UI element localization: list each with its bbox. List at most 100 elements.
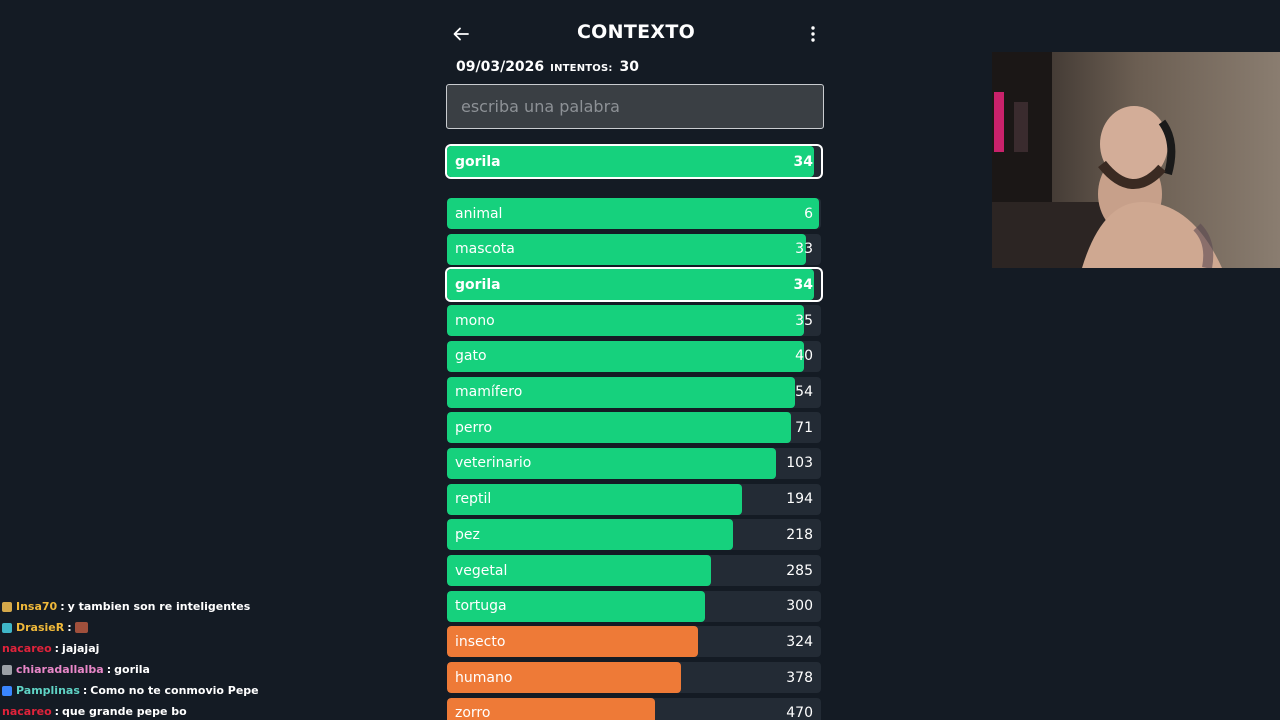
stream-chat: Insa70: y tambien son re inteligentes Dras… (2, 596, 302, 720)
guess-row[interactable]: gato 40 (447, 340, 821, 372)
chat-message: nacareo: que grande pepe bo (2, 701, 302, 720)
chat-message: nacareo: jajajaj (2, 638, 302, 659)
last-guess-word: gorila (455, 153, 501, 170)
word-input[interactable] (446, 84, 824, 129)
guess-row[interactable]: tortuga 300 (447, 590, 821, 622)
last-guess-rank: 34 (793, 153, 813, 170)
guess-row[interactable]: zorro 470 (447, 697, 821, 720)
guess-rank: 34 (793, 276, 813, 293)
top-bar: CONTEXTO (446, 0, 826, 68)
guess-word: pez (455, 526, 480, 543)
game-info: 09/03/2026 INTENTOS: 30 (456, 59, 639, 75)
guess-rank: 324 (786, 633, 813, 650)
guess-word: insecto (455, 633, 506, 650)
chat-separator: : (54, 642, 60, 655)
chat-separator: : (54, 705, 60, 718)
chat-message: Pamplinas: Como no te conmovio Pepe (2, 680, 302, 701)
guess-word: animal (455, 205, 503, 222)
guess-word: mascota (455, 241, 515, 258)
guess-bar (447, 233, 806, 265)
chat-text: que grande pepe bo (62, 705, 187, 718)
webcam-image (992, 52, 1280, 268)
guess-bar (447, 555, 711, 586)
page-title: CONTEXTO (576, 21, 696, 43)
back-button[interactable] (450, 22, 472, 46)
guess-rank: 285 (786, 562, 813, 579)
guess-rank: 33 (795, 241, 813, 258)
guess-word: gorila (455, 276, 501, 293)
guess-row[interactable]: insecto 324 (447, 626, 821, 658)
chat-separator: : (106, 663, 112, 676)
guess-bar (447, 269, 814, 301)
guess-bar (447, 519, 733, 551)
emote-icon (74, 622, 88, 633)
guess-bar (447, 198, 819, 229)
guess-row[interactable]: gorila 34 (447, 269, 821, 301)
chat-username[interactable]: Insa70 (16, 600, 58, 613)
guess-rank: 71 (795, 419, 813, 436)
chat-badge-icon (2, 601, 12, 612)
last-guess-bar (447, 146, 814, 177)
guess-bar (447, 412, 791, 444)
guess-rank: 218 (786, 526, 813, 543)
guess-rank: 194 (786, 491, 813, 508)
chat-badge-icon (2, 622, 12, 633)
chat-username[interactable]: nacareo (2, 705, 52, 718)
guess-rank: 35 (795, 312, 813, 329)
guess-word: reptil (455, 491, 492, 508)
guess-row[interactable]: mascota 33 (447, 233, 821, 265)
guess-word: perro (455, 419, 493, 436)
guess-bar (447, 590, 705, 622)
guess-row[interactable]: veterinario 103 (447, 447, 821, 479)
word-input-container (446, 84, 824, 129)
attempts-count: 30 (619, 59, 639, 75)
guess-row[interactable]: mono 35 (447, 305, 821, 337)
chat-username[interactable]: chiaradallalba (16, 663, 104, 676)
guess-row[interactable]: reptil 194 (447, 483, 821, 515)
guess-rank: 6 (804, 205, 813, 222)
chat-username[interactable]: nacareo (2, 642, 52, 655)
guess-bar (447, 447, 776, 479)
guess-word: humano (455, 669, 513, 686)
guess-row[interactable]: vegetal 285 (447, 555, 821, 586)
chat-badge-icon (2, 664, 12, 675)
guess-bar (447, 376, 795, 408)
guess-row[interactable]: perro 71 (447, 412, 821, 444)
guess-rank: 378 (786, 669, 813, 686)
guess-rank: 470 (786, 705, 813, 720)
guess-rank: 40 (795, 348, 813, 365)
chat-text: jajajaj (62, 642, 100, 655)
guess-row[interactable]: pez 218 (447, 519, 821, 551)
menu-button[interactable] (806, 23, 820, 45)
guess-row[interactable]: mamífero 54 (447, 376, 821, 408)
guess-rank: 54 (795, 384, 813, 400)
chat-username[interactable]: Pamplinas (16, 684, 80, 697)
contexto-app: CONTEXTO 09/03/2026 INTENTOS: 30 gorila 3… (446, 0, 826, 720)
chat-separator: : (82, 684, 88, 697)
game-date: 09/03/2026 (456, 59, 545, 75)
guess-word: mono (455, 312, 495, 329)
chat-username[interactable]: DrasieR (16, 621, 65, 634)
guess-bar (447, 626, 698, 658)
guess-rank: 300 (786, 598, 813, 615)
chat-text: Como no te conmovio Pepe (90, 684, 259, 697)
guess-bar (447, 340, 804, 372)
guess-bar (447, 662, 681, 694)
guess-word: gato (455, 348, 487, 365)
attempts-label: INTENTOS: (550, 63, 613, 74)
guess-rank: 103 (786, 455, 813, 472)
guess-word: vegetal (455, 562, 508, 579)
kebab-menu-icon (811, 26, 815, 42)
last-guess-row[interactable]: gorila 34 (447, 146, 821, 177)
chat-separator: : (67, 621, 72, 634)
webcam-feed (992, 52, 1280, 268)
chat-text: gorila (114, 663, 150, 676)
arrow-left-icon (453, 27, 469, 41)
guess-row[interactable]: animal 6 (447, 198, 821, 229)
guess-bar (447, 483, 742, 515)
guess-row[interactable]: humano 378 (447, 662, 821, 694)
chat-message: DrasieR: (2, 617, 302, 638)
guess-word: zorro (455, 705, 491, 720)
chat-message: chiaradallalba: gorila (2, 659, 302, 680)
